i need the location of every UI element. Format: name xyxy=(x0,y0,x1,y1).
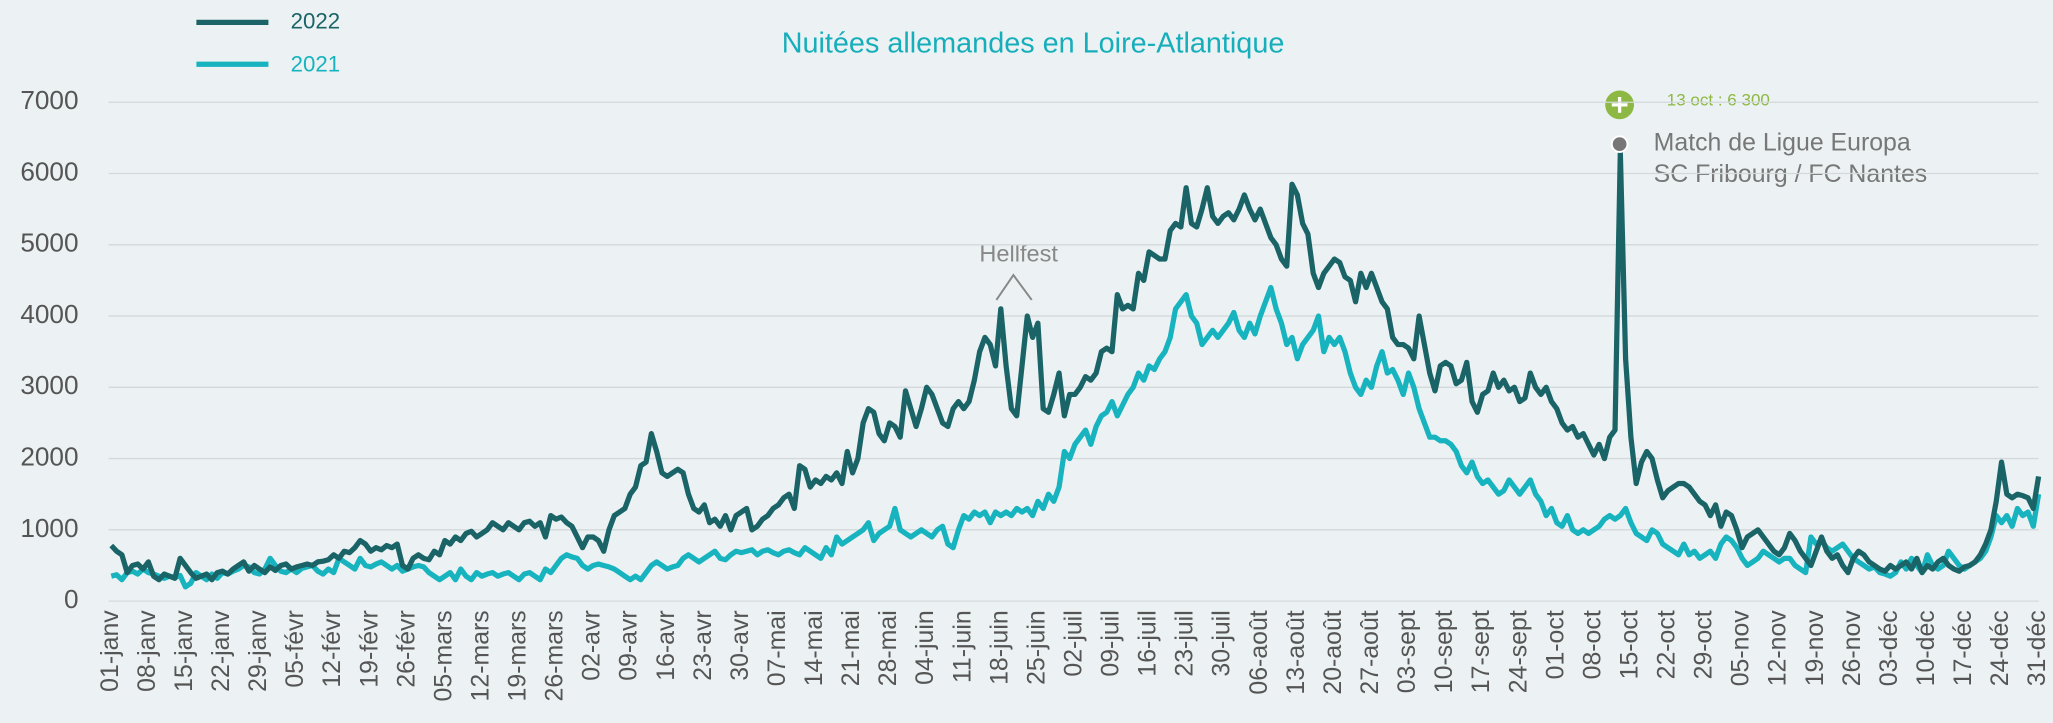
x-tick-label: 07-mai xyxy=(763,610,791,686)
x-tick-label: 10-sept xyxy=(1430,610,1458,693)
x-tick-label: 02-avr xyxy=(578,610,606,680)
x-tick-label: 05-nov xyxy=(1727,610,1755,687)
x-tick-label: 22-oct xyxy=(1653,610,1681,679)
y-tick-label: 6000 xyxy=(20,156,78,186)
y-tick-label: 3000 xyxy=(20,370,78,400)
x-tick-label: 12-févr xyxy=(318,610,346,687)
x-tick-label: 24-sept xyxy=(1504,610,1532,693)
x-tick-label: 12-mars xyxy=(466,610,494,701)
x-tick-label: 09-juil xyxy=(1097,610,1125,676)
x-tick-label: 01-oct xyxy=(1541,610,1569,679)
annotation: Match de Ligue Europa xyxy=(1654,129,1911,157)
x-tick-label: 08-oct xyxy=(1578,610,1606,679)
annotation: 13 oct : 6 300 xyxy=(1667,90,1770,109)
x-tick-label: 11-juin xyxy=(948,610,976,683)
annotation-dot xyxy=(1610,135,1629,153)
x-tick-label: 05-févr xyxy=(281,610,309,687)
x-tick-label: 08-janv xyxy=(133,610,161,692)
x-tick-label: 29-janv xyxy=(244,610,272,692)
legend-label: 2021 xyxy=(291,51,341,76)
x-tick-label: 10-déc xyxy=(1912,610,1940,686)
x-tick-label: 30-juil xyxy=(1208,610,1236,676)
series-line xyxy=(109,149,2042,583)
x-tick-label: 13-août xyxy=(1282,610,1310,694)
x-tick-label: 28-mai xyxy=(874,610,902,686)
x-tick-label: 24-déc xyxy=(1986,610,2014,686)
series-line xyxy=(110,284,2042,590)
y-tick-label: 7000 xyxy=(20,85,78,115)
x-tick-label: 05-mars xyxy=(429,610,457,701)
x-tick-label: 12-nov xyxy=(1764,610,1792,687)
x-tick-label: 17-déc xyxy=(1949,610,1977,686)
x-tick-label: 04-juin xyxy=(911,610,939,685)
x-tick-label: 27-août xyxy=(1356,610,1384,694)
x-tick-label: 03-sept xyxy=(1393,610,1421,693)
x-tick-label: 31-déc xyxy=(2023,610,2051,686)
annotation-icon-plus xyxy=(1611,97,1628,113)
x-tick-label: 22-janv xyxy=(207,610,235,692)
x-tick-label: 18-juin xyxy=(985,610,1013,685)
x-tick-label: 15-janv xyxy=(170,610,198,692)
x-tick-label: 03-déc xyxy=(1875,610,1903,686)
y-tick-label: 2000 xyxy=(20,441,78,471)
x-tick-label: 01-janv xyxy=(96,610,124,692)
x-tick-label: 16-juil xyxy=(1134,610,1162,676)
x-tick-label: 09-avr xyxy=(615,610,643,680)
x-tick-label: 30-avr xyxy=(726,610,754,680)
y-tick-label: 5000 xyxy=(20,228,78,258)
x-tick-label: 17-sept xyxy=(1467,610,1495,693)
annotation-chevron xyxy=(995,273,1033,301)
chart-title: Nuitées allemandes en Loire-Atlantique xyxy=(782,27,1285,59)
x-tick-label: 20-août xyxy=(1319,610,1347,694)
x-tick-label: 23-avr xyxy=(689,610,717,680)
x-tick-label: 19-nov xyxy=(1801,610,1829,687)
x-tick-label: 06-août xyxy=(1245,610,1273,694)
y-tick-label: 1000 xyxy=(20,513,78,543)
x-tick-label: 16-avr xyxy=(652,610,680,680)
x-tick-label: 26-févr xyxy=(392,610,420,687)
x-tick-label: 15-oct xyxy=(1615,610,1643,679)
x-tick-label: 19-févr xyxy=(355,610,383,687)
x-tick-label: 25-juin xyxy=(1022,610,1050,685)
x-tick-label: 26-nov xyxy=(1838,610,1866,687)
x-tick-label: 19-mars xyxy=(504,610,532,701)
x-tick-label: 14-mai xyxy=(800,610,828,686)
x-tick-label: 29-oct xyxy=(1690,610,1718,679)
x-tick-label: 21-mai xyxy=(837,610,865,686)
x-tick-label: 02-juil xyxy=(1060,610,1088,676)
x-tick-label: 26-mars xyxy=(541,610,569,701)
x-tick-label: 23-juil xyxy=(1171,610,1199,676)
legend-label: 2022 xyxy=(291,8,341,33)
y-tick-label: 4000 xyxy=(20,299,78,329)
y-tick-label: 0 xyxy=(64,584,79,614)
